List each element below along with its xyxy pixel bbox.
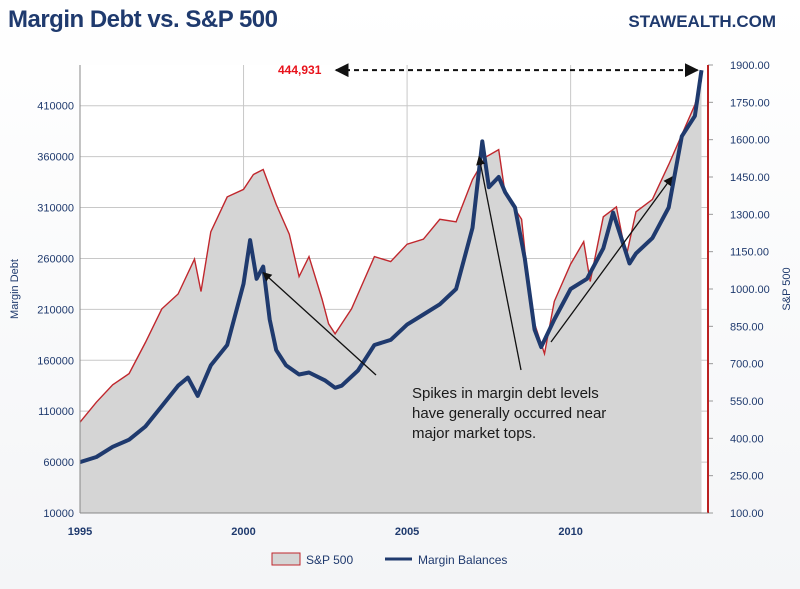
axes: 10000 60000 110000 160000 210000 260000 310000… <box>9 60 793 538</box>
y-right-tick-label: 550.00 <box>730 396 764 408</box>
y-left-tick-label: 10000 <box>43 508 74 520</box>
y-right-tick-label: 1450.00 <box>730 172 770 184</box>
y-left-tick-label: 260000 <box>37 253 74 265</box>
arrow-to-2007-spike <box>476 155 522 371</box>
x-tick-label: 2005 <box>395 526 419 538</box>
y-right-tick-label: 1300.00 <box>730 209 770 221</box>
y-left-tick-label: 410000 <box>37 101 74 113</box>
sp500-line <box>79 79 703 423</box>
sp500-area <box>80 79 702 514</box>
legend-swatch-sp500 <box>271 552 301 566</box>
y-left-tick-label: 110000 <box>38 406 74 418</box>
y-right-tick-label: 700.00 <box>730 359 764 371</box>
y-right-tick-label: 100.00 <box>730 508 764 520</box>
y-left-tick-label: 160000 <box>37 355 74 367</box>
legend-label-sp500: S&P 500 <box>306 553 353 567</box>
arrow-to-2013-spike <box>550 176 673 343</box>
y-right-tick-label: 1150.00 <box>730 247 769 259</box>
y-left-axis-title: Margin Debt <box>9 259 21 319</box>
y-right-tick-label: 250.00 <box>730 471 764 483</box>
y-right-tick-label: 850.00 <box>730 321 764 333</box>
y-left-tick-label: 60000 <box>43 457 74 469</box>
y-left-tick-label: 310000 <box>37 203 74 215</box>
y-left-tick-label: 360000 <box>37 152 74 164</box>
margin-balances-line <box>79 69 704 465</box>
x-tick-label: 2000 <box>231 526 255 538</box>
y-right-tick-label: 1900.00 <box>730 60 770 72</box>
x-tick-label: 1995 <box>68 526 92 538</box>
margin-line-layer <box>79 69 704 465</box>
sp500-area-layer <box>79 79 703 514</box>
legend: S&P 500 Margin Balances <box>271 552 507 567</box>
y-right-tick-label: 1600.00 <box>730 135 770 147</box>
legend-label-margin: Margin Balances <box>418 553 507 567</box>
brand-label: STAWEALTH.COM <box>628 12 776 31</box>
x-tick-label: 2010 <box>558 526 582 538</box>
y-left-tick-label: 210000 <box>37 304 74 316</box>
note-line: Spikes in margin debt levels <box>412 385 599 402</box>
peak-value-label: 444,931 <box>278 63 322 77</box>
note-line: major market tops. <box>412 425 536 442</box>
y-right-axis-title: S&P 500 <box>781 267 793 310</box>
chart-title: Margin Debt vs. S&P 500 <box>8 6 278 33</box>
y-right-tick-label: 400.00 <box>730 433 764 445</box>
y-right-tick-label: 1000.00 <box>730 284 770 296</box>
y-right-tick-label: 1750.00 <box>730 97 770 109</box>
note-line: have generally occurred near <box>412 405 606 422</box>
annotations: 444,931 Spikes in margin debt levels have … <box>262 63 699 442</box>
arrow-to-2000-spike <box>262 271 377 376</box>
